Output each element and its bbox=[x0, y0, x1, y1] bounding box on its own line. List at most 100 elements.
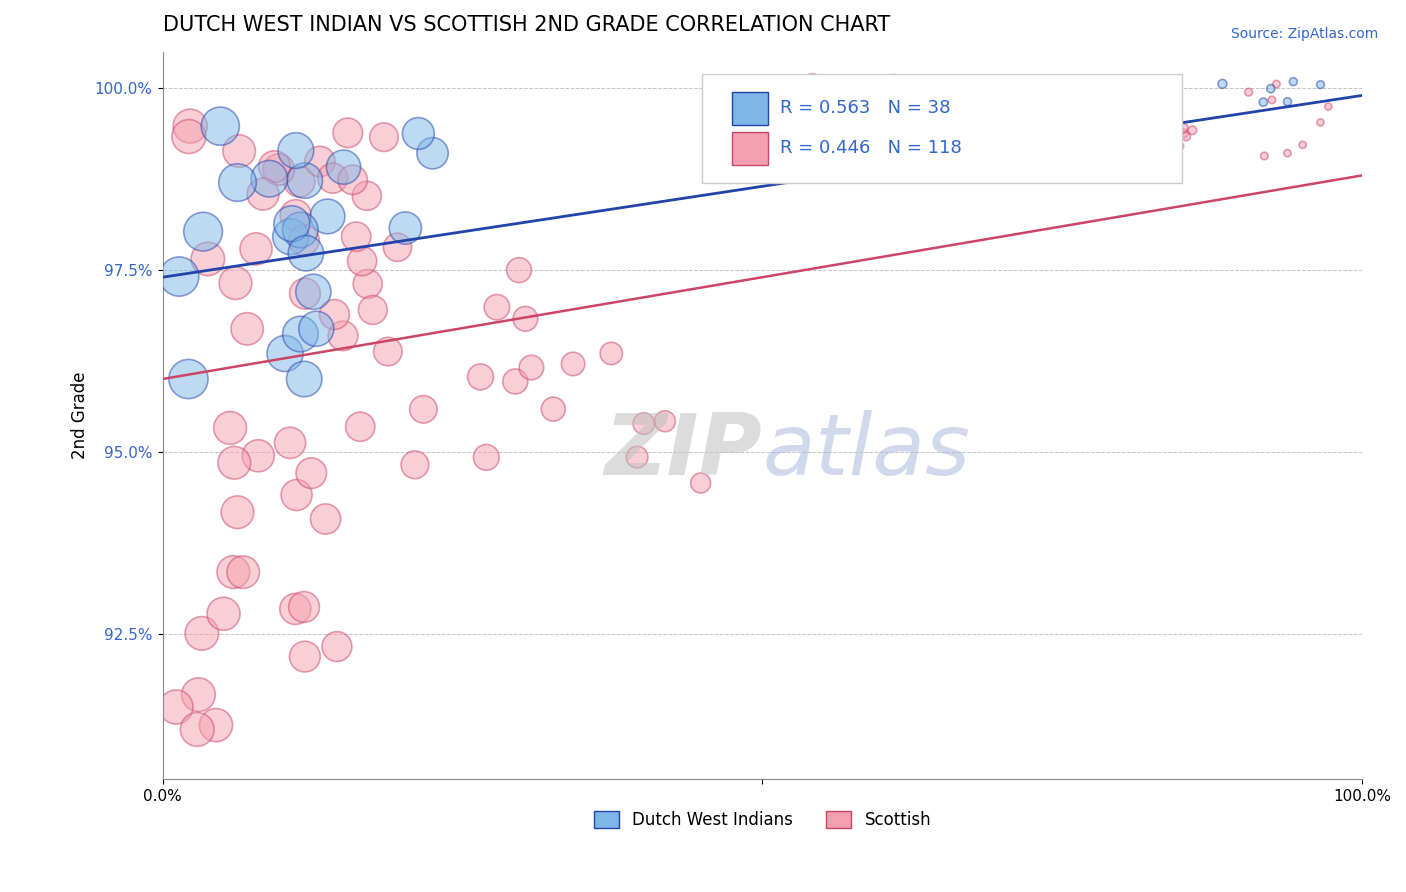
Bar bbox=[733, 92, 768, 125]
Scottish bbox=[1049, 96, 1071, 111]
Scottish bbox=[834, 83, 856, 97]
Scottish bbox=[315, 512, 337, 526]
Scottish bbox=[373, 130, 395, 145]
Scottish bbox=[224, 456, 246, 470]
Scottish bbox=[232, 565, 254, 579]
Scottish bbox=[943, 90, 966, 104]
Scottish bbox=[349, 419, 371, 434]
Scottish bbox=[309, 154, 332, 169]
Scottish bbox=[801, 75, 824, 89]
Scottish bbox=[1277, 146, 1299, 161]
Dutch West Indians bbox=[934, 85, 956, 99]
Scottish bbox=[1175, 129, 1198, 144]
Dutch West Indians bbox=[274, 346, 297, 360]
Scottish bbox=[294, 286, 316, 301]
Scottish bbox=[956, 145, 979, 159]
Scottish bbox=[1045, 92, 1067, 106]
Scottish bbox=[839, 78, 862, 93]
Scottish bbox=[1181, 123, 1204, 137]
Dutch West Indians bbox=[259, 171, 281, 186]
Scottish bbox=[179, 119, 201, 133]
Scottish bbox=[1261, 93, 1284, 107]
Scottish bbox=[1237, 85, 1260, 99]
Dutch West Indians bbox=[290, 223, 312, 237]
Scottish bbox=[247, 449, 270, 463]
Scottish bbox=[882, 103, 904, 118]
Scottish bbox=[543, 402, 565, 417]
Scottish bbox=[925, 87, 948, 102]
Bar bbox=[733, 132, 768, 164]
Scottish bbox=[1056, 141, 1078, 155]
Scottish bbox=[1150, 82, 1173, 96]
Text: atlas: atlas bbox=[762, 410, 970, 493]
Dutch West Indians bbox=[1139, 94, 1161, 108]
Scottish bbox=[508, 263, 530, 277]
Dutch West Indians bbox=[167, 269, 190, 284]
Scottish bbox=[922, 145, 945, 160]
Scottish bbox=[1126, 151, 1149, 165]
Dutch West Indians bbox=[1277, 95, 1299, 109]
Scottish bbox=[412, 402, 434, 417]
Scottish bbox=[946, 128, 969, 143]
Scottish bbox=[1173, 126, 1195, 140]
Scottish bbox=[292, 233, 315, 247]
Scottish bbox=[294, 649, 316, 664]
Scottish bbox=[1142, 107, 1164, 121]
Scottish bbox=[1265, 77, 1288, 91]
Dutch West Indians bbox=[422, 146, 444, 161]
Dutch West Indians bbox=[280, 229, 302, 244]
Scottish bbox=[633, 417, 655, 431]
Scottish bbox=[775, 103, 797, 117]
Dutch West Indians bbox=[408, 127, 430, 141]
Scottish bbox=[562, 357, 585, 371]
Scottish bbox=[1253, 149, 1275, 163]
Scottish bbox=[1078, 143, 1101, 157]
Scottish bbox=[245, 242, 267, 256]
Scottish bbox=[323, 308, 346, 322]
Scottish bbox=[344, 229, 367, 244]
Scottish bbox=[236, 322, 259, 336]
Text: DUTCH WEST INDIAN VS SCOTTISH 2ND GRADE CORRELATION CHART: DUTCH WEST INDIAN VS SCOTTISH 2ND GRADE … bbox=[163, 15, 890, 35]
Scottish bbox=[626, 450, 648, 464]
Scottish bbox=[1144, 149, 1167, 163]
Scottish bbox=[731, 153, 754, 168]
Scottish bbox=[779, 151, 801, 165]
Scottish bbox=[205, 718, 228, 732]
Scottish bbox=[520, 360, 543, 375]
Scottish bbox=[735, 149, 758, 163]
Y-axis label: 2nd Grade: 2nd Grade bbox=[72, 372, 89, 459]
Dutch West Indians bbox=[1091, 79, 1114, 94]
Scottish bbox=[689, 475, 711, 490]
Scottish bbox=[883, 103, 905, 118]
Scottish bbox=[326, 640, 349, 654]
Scottish bbox=[285, 488, 308, 502]
Scottish bbox=[336, 126, 359, 140]
Scottish bbox=[1146, 86, 1168, 100]
Scottish bbox=[387, 240, 409, 254]
Dutch West Indians bbox=[209, 119, 232, 133]
Scottish bbox=[212, 607, 235, 621]
Legend: Dutch West Indians, Scottish: Dutch West Indians, Scottish bbox=[586, 805, 938, 836]
Scottish bbox=[993, 77, 1015, 91]
Scottish bbox=[187, 688, 209, 702]
Dutch West Indians bbox=[316, 210, 339, 224]
Dutch West Indians bbox=[281, 217, 304, 231]
Scottish bbox=[920, 142, 942, 156]
Scottish bbox=[357, 277, 380, 291]
Scottish bbox=[332, 329, 354, 343]
Scottish bbox=[228, 144, 250, 158]
Scottish bbox=[197, 252, 219, 266]
Dutch West Indians bbox=[1253, 95, 1275, 110]
Scottish bbox=[322, 171, 344, 186]
Scottish bbox=[1173, 120, 1195, 135]
Scottish bbox=[1309, 115, 1331, 129]
Dutch West Indians bbox=[1129, 92, 1152, 106]
Scottish bbox=[1129, 128, 1152, 143]
Scottish bbox=[222, 565, 245, 579]
Scottish bbox=[263, 160, 285, 174]
Dutch West Indians bbox=[1064, 91, 1087, 105]
Scottish bbox=[356, 189, 378, 203]
Scottish bbox=[485, 300, 508, 314]
Dutch West Indians bbox=[332, 160, 354, 174]
Scottish bbox=[654, 414, 676, 428]
